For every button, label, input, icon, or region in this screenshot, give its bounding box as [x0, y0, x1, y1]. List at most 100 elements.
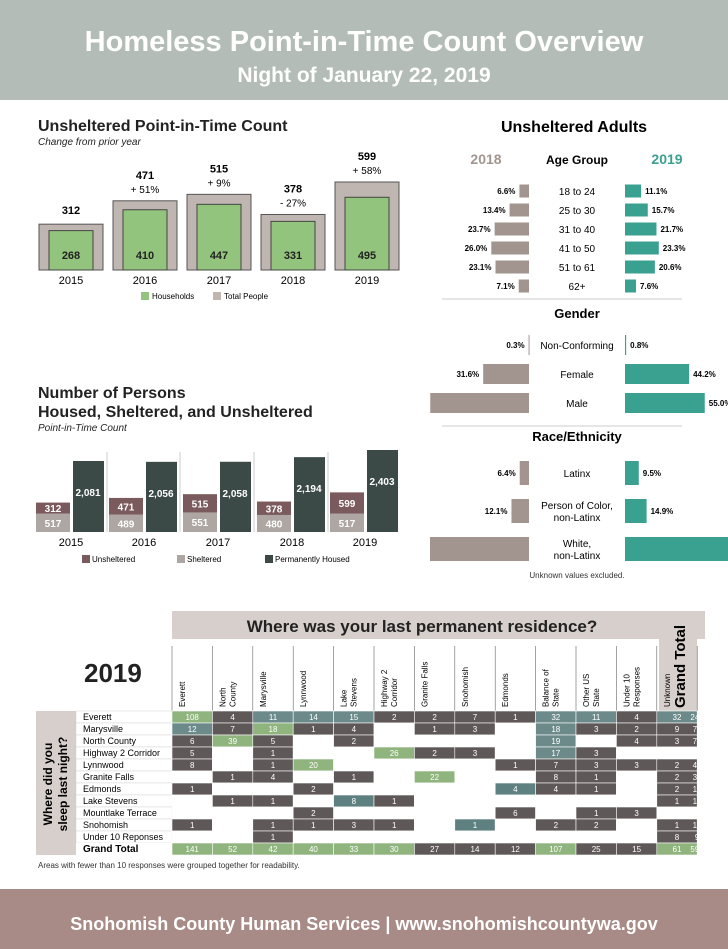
legend-sheltered-swatch [177, 555, 185, 563]
column-header: Granite Falls [420, 662, 429, 707]
households-value: 495 [358, 250, 376, 262]
year-label: 2015 [59, 275, 83, 287]
race-heading: Race/Ethnicity [532, 429, 622, 444]
grand-total-value: 14 [471, 845, 480, 854]
matrix-cell [414, 782, 456, 796]
race-2019-bar [625, 461, 639, 485]
column-header: Edmonds [501, 673, 510, 707]
sheltered-value: 551 [192, 518, 209, 529]
race-2018-bar [511, 499, 529, 523]
cell-value: 2 [675, 785, 680, 794]
matrix-cell [494, 770, 536, 784]
cell-value: 1 [352, 773, 357, 782]
permanently-housed-bar [146, 461, 177, 532]
age-2018-bar [519, 184, 529, 198]
matrix-cell [373, 770, 415, 784]
year-2018-label: 2018 [470, 151, 501, 167]
column-header: County [228, 682, 237, 707]
column-header: Other US [582, 674, 591, 707]
row-axis-label: Where did you [41, 743, 55, 826]
cell-value: 1 [513, 713, 518, 722]
matrix-cell [373, 806, 415, 820]
gender-2018-bar [430, 393, 529, 413]
matrix-cell [252, 806, 294, 820]
total-people-value: 471 [136, 170, 154, 182]
cell-value: 5 [271, 737, 276, 746]
cell-value: 20 [309, 761, 318, 770]
year-label: 2017 [206, 537, 230, 549]
row-total-value: 39 [693, 773, 702, 782]
cell-value: 1 [271, 761, 276, 770]
gender-2018-bar [528, 335, 530, 355]
row-label: Snohomish [83, 820, 128, 830]
unsheltered-pit-subtitle: Change from prior year [38, 137, 141, 148]
cell-value: 39 [228, 737, 237, 746]
row-label: Mountlake Terrace [83, 808, 157, 818]
legend-housed-swatch [265, 555, 273, 563]
row-label: Everett [83, 712, 112, 722]
matrix-cell [373, 734, 415, 748]
cell-value: 2 [594, 821, 599, 830]
matrix-year: 2019 [84, 658, 142, 688]
matrix-cell [616, 830, 658, 844]
matrix-note: Areas with fewer than 10 responses were … [38, 861, 300, 870]
age-2018-value: 26.0% [465, 244, 488, 253]
column-header: Lynnwood [299, 671, 308, 707]
race-2018-bar [430, 537, 529, 561]
column-header: Unknown [663, 674, 672, 707]
persons-subtitle: Point-in-Time Count [38, 423, 127, 434]
year-label: 2015 [59, 537, 83, 549]
cell-value: 8 [554, 773, 559, 782]
matrix-cell [616, 782, 658, 796]
cell-value: 26 [390, 749, 399, 758]
age-2019-value: 21.7% [660, 225, 683, 234]
age-2019-bar [625, 279, 637, 293]
matrix-cell [616, 794, 658, 808]
matrix-cell [494, 734, 536, 748]
overall-total-value: 599 [690, 845, 704, 854]
matrix-title: Where was your last permanent residence? [246, 617, 598, 636]
cell-value: 3 [473, 725, 478, 734]
cell-value: 4 [634, 713, 639, 722]
cell-value: 3 [634, 761, 639, 770]
row-total-value: 9 [695, 833, 700, 842]
matrix-cell [575, 830, 617, 844]
grand-total-value: 27 [430, 845, 439, 854]
unsheltered-pit-chart: 268 312 2015 410 471 + 51% 2016 447 515 + 9% 2017 3… [38, 151, 400, 301]
cell-value: 8 [190, 761, 195, 770]
matrix-cell [414, 818, 456, 832]
age-2018-bar [495, 260, 529, 274]
cell-value: 7 [554, 761, 559, 770]
matrix-cell [494, 746, 536, 760]
matrix-cell [373, 722, 415, 736]
cell-value: 3 [675, 737, 680, 746]
cell-value: 1 [473, 821, 478, 830]
row-label: Highway 2 Corridor [83, 748, 160, 758]
footer-text: Snohomish County Human Services | www.sn… [70, 914, 658, 934]
legend-total-swatch [213, 292, 221, 300]
cell-value: 4 [230, 713, 235, 722]
grand-total-value: 30 [390, 845, 399, 854]
page-title: Homeless Point-in-Time Count Overview [84, 26, 644, 58]
unsheltered-bar [330, 492, 364, 514]
race-2019-value: 14.9% [651, 507, 674, 516]
cell-value: 6 [190, 737, 195, 746]
matrix-cell [414, 758, 456, 772]
column-header: Everett [178, 681, 187, 707]
header-banner [0, 0, 728, 100]
row-total-value: 57 [693, 749, 702, 758]
page-subtitle: Night of January 22, 2019 [237, 64, 491, 87]
unsheltered-value: 515 [192, 499, 209, 510]
age-heading: Age Group [546, 153, 608, 167]
race-2018-value: 12.1% [485, 507, 508, 516]
total-people-value: 378 [284, 183, 302, 195]
row-label: Granite Falls [83, 772, 135, 782]
matrix-cell [535, 794, 577, 808]
row-axis-band [36, 711, 76, 855]
matrix-cell [212, 746, 254, 760]
age-2019-bar [625, 203, 648, 217]
gender-2019-bar [625, 393, 705, 413]
sheltered-bar [257, 514, 291, 532]
cell-value: 2 [352, 737, 357, 746]
gender-category-label: Male [566, 399, 588, 410]
